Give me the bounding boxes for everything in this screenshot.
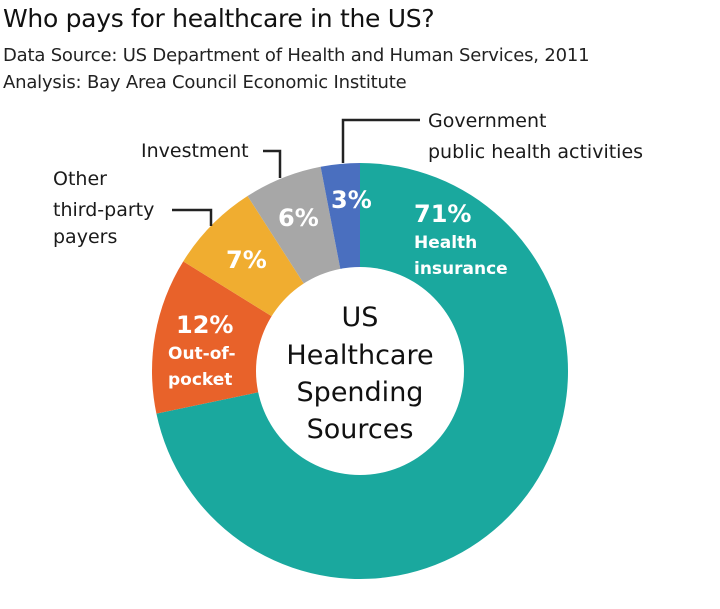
connector-investment [263, 149, 282, 178]
label-investment: Investment [141, 140, 249, 162]
center-line3: Spending [297, 377, 424, 408]
pct-investment: 6% [278, 204, 319, 232]
pct-government: 3% [331, 186, 372, 214]
label-insurance: insurance [414, 259, 508, 279]
label-pocket: pocket [168, 370, 232, 390]
label-third-party-line3: payers [53, 226, 117, 248]
chart-title: Who pays for healthcare in the US? [3, 4, 435, 33]
center-line4: Sources [307, 414, 414, 445]
label-health: Health [414, 233, 477, 253]
pct-third-party: 7% [226, 246, 267, 274]
label-out-of: Out-of- [168, 344, 236, 364]
connector-government [341, 118, 420, 163]
label-third-party-line2: third-party [53, 199, 154, 221]
label-government-line1: Government [428, 110, 547, 132]
label-third-party-line1: Other [53, 168, 107, 190]
pct-health-insurance: 71% [414, 200, 471, 228]
center-line2: Healthcare [286, 340, 433, 371]
center-line1: US [342, 302, 379, 333]
analysis-credit: Analysis: Bay Area Council Economic Inst… [3, 72, 407, 93]
label-government-line2: public health activities [428, 141, 643, 163]
data-source: Data Source: US Department of Health and… [3, 45, 590, 66]
connector-third-party [172, 208, 213, 226]
pct-out-of-pocket: 12% [176, 311, 233, 339]
donut-hole [256, 267, 464, 475]
